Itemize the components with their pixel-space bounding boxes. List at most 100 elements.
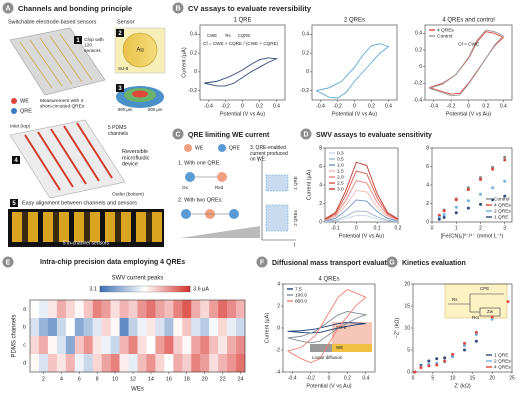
- heat-cell: [200, 354, 210, 373]
- y-tick-label: 0: [419, 64, 422, 70]
- series-line: [287, 288, 367, 364]
- y-tick-label: 0.2: [302, 50, 309, 56]
- series-point: [466, 199, 470, 203]
- series-point: [443, 356, 447, 360]
- panel-title: SWV assays to evaluate sensitivity: [316, 132, 432, 139]
- heat-cell: [173, 300, 183, 319]
- x-tick-label: 1: [455, 225, 458, 231]
- x-tick-label: 14: [148, 376, 154, 382]
- heat-cell: [30, 318, 40, 337]
- x-tick-label: 15: [470, 375, 476, 381]
- heat-cell: [155, 336, 165, 355]
- heat-cell: [128, 318, 138, 337]
- label: CPE: [480, 286, 489, 291]
- x-tick-label: 18: [184, 376, 190, 382]
- y-tick-label: 6: [319, 164, 322, 170]
- y-axis-label: Current (µA): [181, 47, 187, 78]
- legend-label: 3.0: [337, 186, 344, 192]
- heat-cell: [74, 354, 84, 373]
- heat-cell: [110, 336, 120, 355]
- series-point: [443, 359, 447, 363]
- y-tick-label: -0.4: [413, 97, 422, 103]
- x-tick-label: 16: [166, 376, 172, 382]
- label: 5 PDMS channels: [108, 125, 129, 137]
- label: Rct: [472, 315, 479, 320]
- x-tick-label: -0.4: [288, 375, 297, 381]
- series-point: [474, 333, 478, 337]
- series-point: [435, 363, 439, 367]
- heat-cell: [236, 318, 246, 337]
- series-point: [442, 209, 446, 213]
- legend-label: 1.5: [337, 168, 344, 174]
- x-tick-label: 12: [130, 376, 136, 382]
- x-tick-label: 0.4: [500, 103, 507, 109]
- heat-cell: [101, 318, 111, 337]
- x-tick-label: 0.2: [368, 103, 375, 109]
- series-point: [442, 215, 446, 219]
- label: 800 µm: [118, 107, 133, 112]
- series-point: [427, 359, 431, 363]
- y-tick-label: 4: [319, 182, 322, 188]
- heat-cell: [65, 318, 75, 337]
- series-point: [478, 177, 482, 181]
- heat-cell: [227, 354, 237, 373]
- y-tick-label: 2: [277, 303, 280, 309]
- series-point: [491, 186, 495, 190]
- y-tick-label: -0.2: [188, 88, 197, 94]
- heat-cell: [137, 300, 147, 319]
- heat-cell: [209, 300, 219, 319]
- x-axis-label: WEs: [131, 387, 144, 393]
- heat-cell: [74, 336, 84, 355]
- heat-cell: [56, 318, 67, 337]
- label: 900 µm: [148, 107, 163, 112]
- y-tick-label: -4: [276, 369, 281, 375]
- x-tick-label: 0: [328, 375, 331, 381]
- heat-cell: [191, 300, 201, 319]
- y-tick-label: 5: [407, 347, 410, 353]
- x-tick-label: 0.2: [344, 375, 351, 381]
- x-tick-label: 0: [431, 225, 434, 231]
- series-point: [454, 198, 458, 202]
- panel-badge: [386, 256, 398, 268]
- heat-cell: [209, 318, 219, 337]
- series-point: [503, 158, 507, 162]
- heat-cell: [38, 318, 49, 337]
- heat-cell: [227, 300, 237, 319]
- y-axis-label: Current (µA): [306, 170, 312, 201]
- series-point: [435, 357, 439, 361]
- x-tick-label: 0.4: [273, 103, 280, 109]
- label: CWE: [207, 33, 217, 38]
- x-tick-label: 0: [355, 225, 358, 231]
- heat-cell: [173, 336, 183, 355]
- x-axis-label: Potential (V vs Au): [306, 383, 351, 389]
- heat-cell: [65, 300, 75, 319]
- step-badge: [116, 84, 124, 92]
- label: Chip with 120 sensors: [84, 37, 104, 54]
- heat-cell: [200, 300, 210, 319]
- x-tick-label: 2: [479, 225, 482, 231]
- legend-label: 2 QREs: [494, 358, 511, 364]
- series-line: [324, 161, 399, 220]
- y-tick-label: 8: [426, 145, 429, 151]
- legend-label: 7.5: [295, 286, 302, 292]
- series-point: [462, 344, 466, 348]
- series-point: [490, 315, 494, 319]
- series-point: [503, 194, 507, 198]
- label: CQRE: [238, 33, 251, 38]
- colorbar: [99, 285, 191, 293]
- series-point: [462, 348, 466, 352]
- y-tick-label: 0.2: [415, 47, 422, 53]
- step-number: 1: [76, 38, 80, 44]
- panel-title: Diffusional mass transport evaluation: [272, 260, 397, 267]
- x-tick-label: 0.2: [482, 103, 489, 109]
- series-point: [466, 206, 470, 210]
- series-point: [506, 300, 510, 304]
- series-point: [462, 341, 466, 345]
- panel-badge: [172, 128, 184, 140]
- legend-label: 1.0: [337, 162, 344, 168]
- series-point: [490, 317, 494, 321]
- series-point: [466, 188, 470, 192]
- series-point: [442, 213, 446, 217]
- x-tick-label: -0.4: [429, 103, 438, 109]
